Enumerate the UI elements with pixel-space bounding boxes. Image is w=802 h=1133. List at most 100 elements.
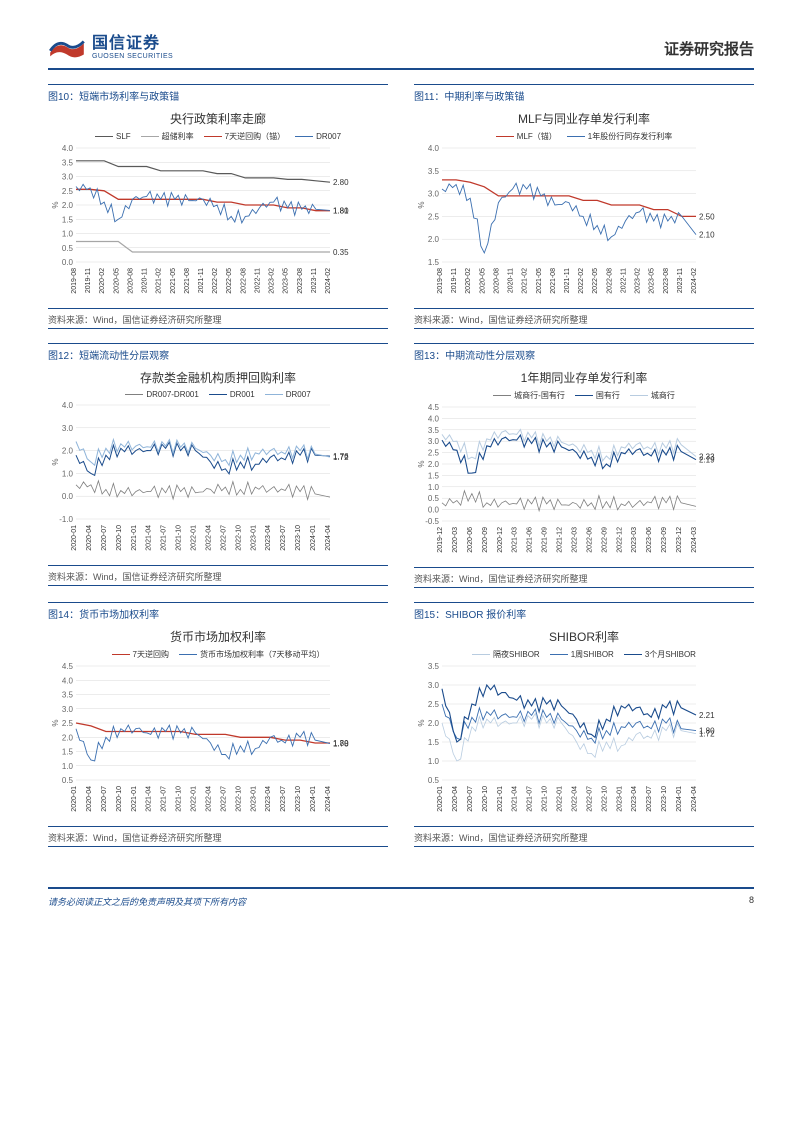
legend-item: 超储利率 [141, 131, 194, 142]
svg-text:0.5: 0.5 [428, 776, 440, 785]
svg-text:2021-02: 2021-02 [156, 268, 163, 294]
svg-text:2.0: 2.0 [428, 719, 440, 728]
svg-text:2023-10: 2023-10 [295, 786, 302, 812]
svg-text:2021-08: 2021-08 [550, 268, 557, 294]
svg-text:2019-11: 2019-11 [451, 268, 458, 293]
svg-text:4.5: 4.5 [62, 662, 74, 671]
svg-text:2021-03: 2021-03 [512, 527, 519, 553]
svg-text:2020-05: 2020-05 [113, 268, 120, 294]
svg-text:2020-12: 2020-12 [497, 527, 504, 553]
svg-text:2019-08: 2019-08 [437, 268, 444, 294]
chart-title: 1年期同业存单发行利率 [414, 367, 754, 390]
svg-text:2020-08: 2020-08 [127, 268, 134, 294]
svg-text:2021-09: 2021-09 [542, 527, 549, 553]
svg-text:2021-05: 2021-05 [536, 268, 543, 294]
chart-title: 央行政策利率走廊 [48, 108, 388, 131]
logo-icon [48, 34, 86, 62]
svg-text:2022-11: 2022-11 [620, 268, 627, 293]
svg-text:2.0: 2.0 [62, 201, 74, 210]
svg-text:2021-04: 2021-04 [512, 786, 519, 812]
svg-text:2.0: 2.0 [62, 733, 74, 742]
figure-label: 图15：SHIBOR 报价利率 [414, 602, 754, 624]
line-chart: 0.51.01.52.02.53.03.54.04.5%2020-012020-… [48, 662, 358, 822]
figure-label: 图13：中期流动性分层观察 [414, 343, 754, 365]
company-name-cn: 国信证券 [92, 35, 173, 53]
svg-text:2020-05: 2020-05 [479, 268, 486, 294]
svg-text:0.5: 0.5 [428, 494, 440, 503]
chart-cell: 图15：SHIBOR 报价利率 SHIBOR利率 隔夜SHIBOR1周SHIBO… [414, 602, 754, 847]
svg-text:0.0: 0.0 [62, 492, 74, 501]
svg-text:2.10: 2.10 [699, 231, 715, 240]
svg-text:2022-06: 2022-06 [586, 527, 593, 553]
svg-text:2020-10: 2020-10 [482, 786, 489, 812]
svg-text:2024-04: 2024-04 [325, 786, 332, 812]
svg-text:2021-07: 2021-07 [161, 525, 168, 551]
svg-text:%: % [417, 460, 426, 467]
svg-text:4.0: 4.0 [62, 676, 74, 685]
svg-text:4.5: 4.5 [428, 403, 440, 412]
svg-text:3.0: 3.0 [62, 173, 74, 182]
svg-text:2020-03: 2020-03 [452, 527, 459, 553]
svg-text:2022-04: 2022-04 [205, 786, 212, 812]
svg-text:2023-02: 2023-02 [635, 268, 642, 294]
svg-text:2020-06: 2020-06 [467, 527, 474, 553]
chart-cell: 图14：货币市场加权利率 货币市场加权利率 7天逆回购货币市场加权利率（7天移动… [48, 602, 388, 847]
svg-text:3.5: 3.5 [62, 158, 74, 167]
svg-text:2.80: 2.80 [333, 178, 349, 187]
document-title: 证券研究报告 [664, 38, 754, 59]
svg-text:2021-02: 2021-02 [522, 268, 529, 294]
svg-text:2023-10: 2023-10 [661, 786, 668, 812]
svg-text:2022-07: 2022-07 [220, 786, 227, 812]
svg-text:2.0: 2.0 [428, 235, 440, 244]
legend-item: DR007-DR001 [125, 390, 198, 399]
svg-text:1.0: 1.0 [62, 230, 74, 239]
svg-text:2022-02: 2022-02 [212, 268, 219, 294]
legend-item: 1年股份行同存发行利率 [567, 131, 672, 142]
figure-label: 图10：短端市场利率与政策锚 [48, 84, 388, 106]
legend-item: 货币市场加权利率（7天移动平均） [179, 649, 324, 660]
svg-text:3.5: 3.5 [428, 662, 440, 671]
footer-disclaimer: 请务必阅读正文之后的免责声明及其项下所有内容 [48, 895, 246, 908]
svg-text:1.5: 1.5 [428, 258, 440, 267]
svg-text:1.72: 1.72 [699, 730, 715, 739]
svg-text:3.0: 3.0 [428, 437, 440, 446]
svg-text:2020-10: 2020-10 [116, 786, 123, 812]
svg-text:%: % [417, 201, 426, 208]
svg-text:2023-12: 2023-12 [676, 527, 683, 553]
svg-text:1.76: 1.76 [333, 452, 349, 461]
chart-source: 资料来源：Wind，国信证券经济研究所整理 [414, 308, 754, 329]
svg-text:2021-04: 2021-04 [146, 525, 153, 551]
chart-legend: 城商行-国有行国有行城商行 [414, 390, 754, 401]
svg-text:2019-11: 2019-11 [85, 268, 92, 293]
legend-item: 隔夜SHIBOR [472, 649, 540, 660]
svg-text:2022-10: 2022-10 [235, 786, 242, 812]
svg-text:2.5: 2.5 [428, 700, 440, 709]
svg-text:3.0: 3.0 [428, 190, 440, 199]
svg-text:2021-01: 2021-01 [131, 525, 138, 551]
line-chart: 1.52.02.53.03.54.0%2019-082019-112020-02… [414, 144, 724, 304]
svg-text:0.5: 0.5 [62, 776, 74, 785]
svg-text:2023-07: 2023-07 [280, 786, 287, 812]
svg-text:4.0: 4.0 [62, 401, 74, 410]
svg-text:2.5: 2.5 [428, 212, 440, 221]
svg-text:1.5: 1.5 [428, 738, 440, 747]
svg-text:3.5: 3.5 [428, 426, 440, 435]
svg-text:%: % [51, 719, 60, 726]
svg-text:2020-01: 2020-01 [71, 525, 78, 551]
svg-text:2021-01: 2021-01 [131, 786, 138, 812]
svg-text:2022-10: 2022-10 [235, 525, 242, 551]
legend-item: 3个月SHIBOR [624, 649, 696, 660]
svg-text:2024-02: 2024-02 [325, 268, 332, 294]
svg-text:2021-07: 2021-07 [527, 786, 534, 812]
svg-text:-0.5: -0.5 [425, 517, 439, 526]
svg-text:2023-09: 2023-09 [661, 527, 668, 553]
svg-text:1.5: 1.5 [62, 215, 74, 224]
svg-text:2022-08: 2022-08 [606, 268, 613, 294]
legend-item: 7天逆回购 [112, 649, 169, 660]
svg-text:2022-01: 2022-01 [191, 786, 198, 812]
svg-text:2021-06: 2021-06 [527, 527, 534, 553]
svg-text:2020-04: 2020-04 [452, 786, 459, 812]
svg-text:2.0: 2.0 [62, 447, 74, 456]
svg-text:2021-10: 2021-10 [176, 525, 183, 551]
svg-text:2.50: 2.50 [699, 212, 715, 221]
